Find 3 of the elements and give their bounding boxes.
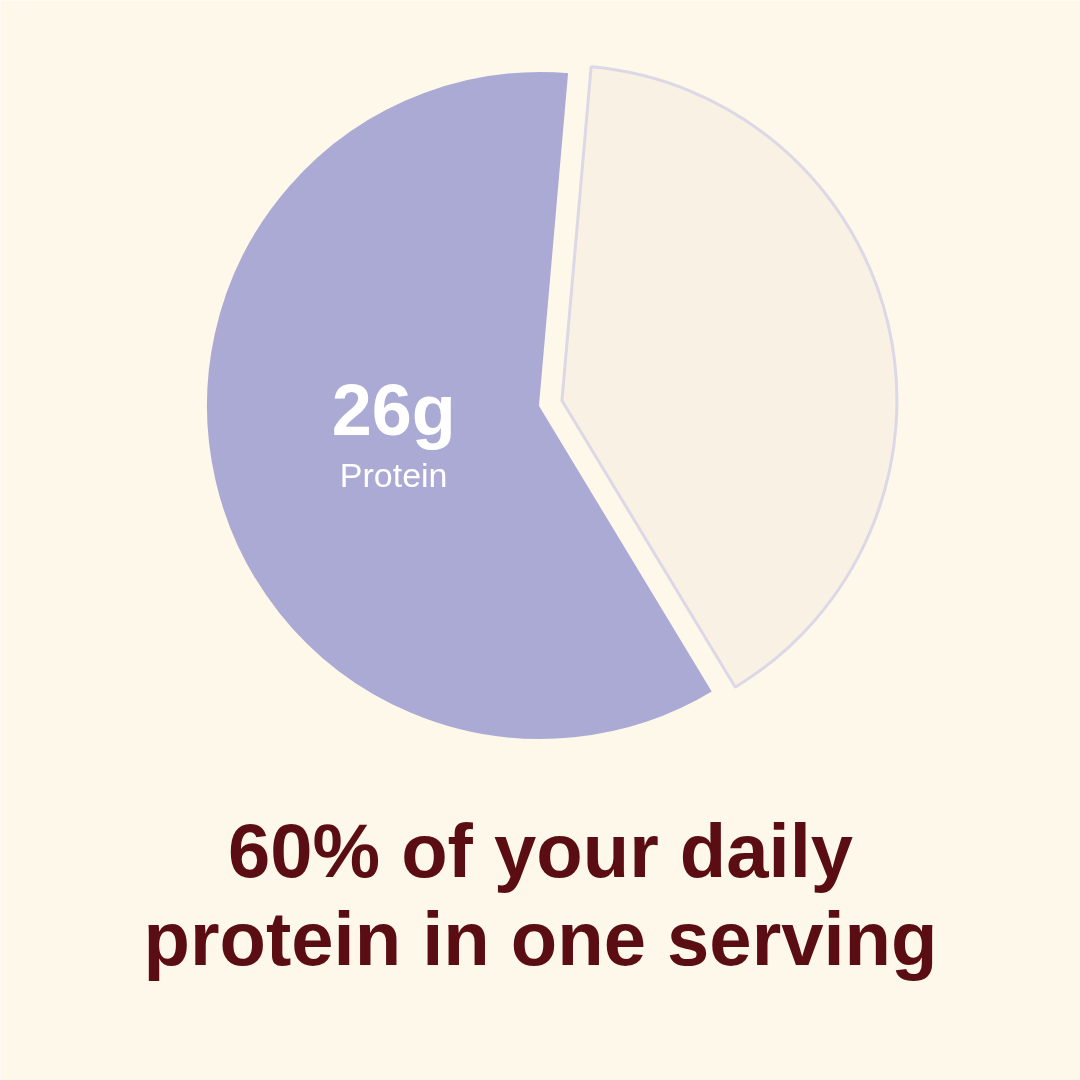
data-label: 26g (331, 369, 456, 450)
slice-label: Protein (339, 455, 448, 494)
text: 60% of your daily protein in one serving (143, 808, 938, 981)
